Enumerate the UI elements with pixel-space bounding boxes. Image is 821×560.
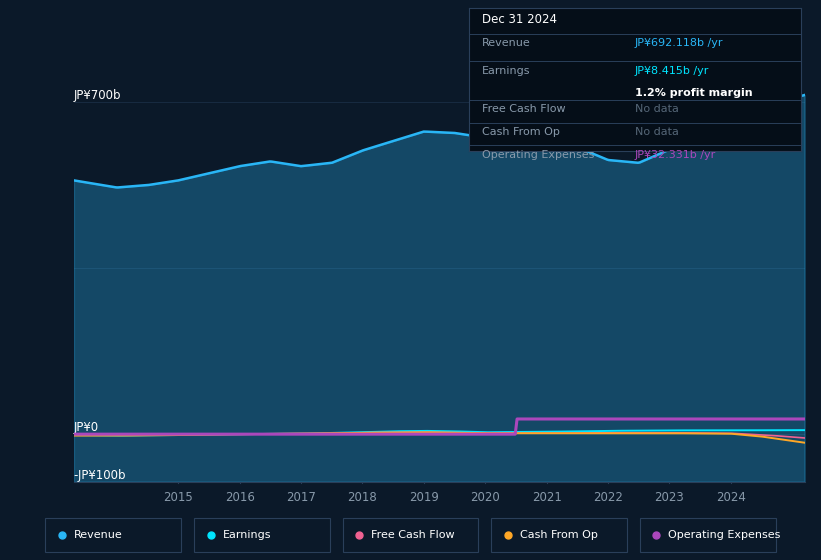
Text: 2017: 2017 xyxy=(287,491,316,504)
Text: 2015: 2015 xyxy=(163,491,193,504)
Text: Operating Expenses: Operating Expenses xyxy=(482,150,594,160)
Text: Revenue: Revenue xyxy=(74,530,123,540)
Text: 2018: 2018 xyxy=(347,491,378,504)
Text: JP¥0: JP¥0 xyxy=(73,421,99,434)
Text: Earnings: Earnings xyxy=(222,530,271,540)
Text: Revenue: Revenue xyxy=(482,39,531,48)
Text: JP¥32.331b /yr: JP¥32.331b /yr xyxy=(635,150,716,160)
Text: JP¥700b: JP¥700b xyxy=(73,89,121,102)
Text: 2021: 2021 xyxy=(532,491,562,504)
Text: Cash From Op: Cash From Op xyxy=(520,530,598,540)
Text: 2024: 2024 xyxy=(716,491,745,504)
Text: Cash From Op: Cash From Op xyxy=(482,127,560,137)
Text: -JP¥100b: -JP¥100b xyxy=(73,469,126,482)
Text: Operating Expenses: Operating Expenses xyxy=(668,530,781,540)
Text: 2020: 2020 xyxy=(470,491,500,504)
Text: Dec 31 2024: Dec 31 2024 xyxy=(482,13,557,26)
Text: JP¥8.415b /yr: JP¥8.415b /yr xyxy=(635,66,709,76)
Text: 2022: 2022 xyxy=(593,491,623,504)
Text: Earnings: Earnings xyxy=(482,66,530,76)
Text: JP¥692.118b /yr: JP¥692.118b /yr xyxy=(635,39,723,48)
Text: No data: No data xyxy=(635,127,679,137)
Text: 2016: 2016 xyxy=(225,491,255,504)
Text: 2023: 2023 xyxy=(654,491,685,504)
Text: Free Cash Flow: Free Cash Flow xyxy=(482,104,566,114)
Text: Free Cash Flow: Free Cash Flow xyxy=(371,530,455,540)
Text: 1.2% profit margin: 1.2% profit margin xyxy=(635,88,753,99)
Text: No data: No data xyxy=(635,104,679,114)
Text: 2019: 2019 xyxy=(409,491,438,504)
